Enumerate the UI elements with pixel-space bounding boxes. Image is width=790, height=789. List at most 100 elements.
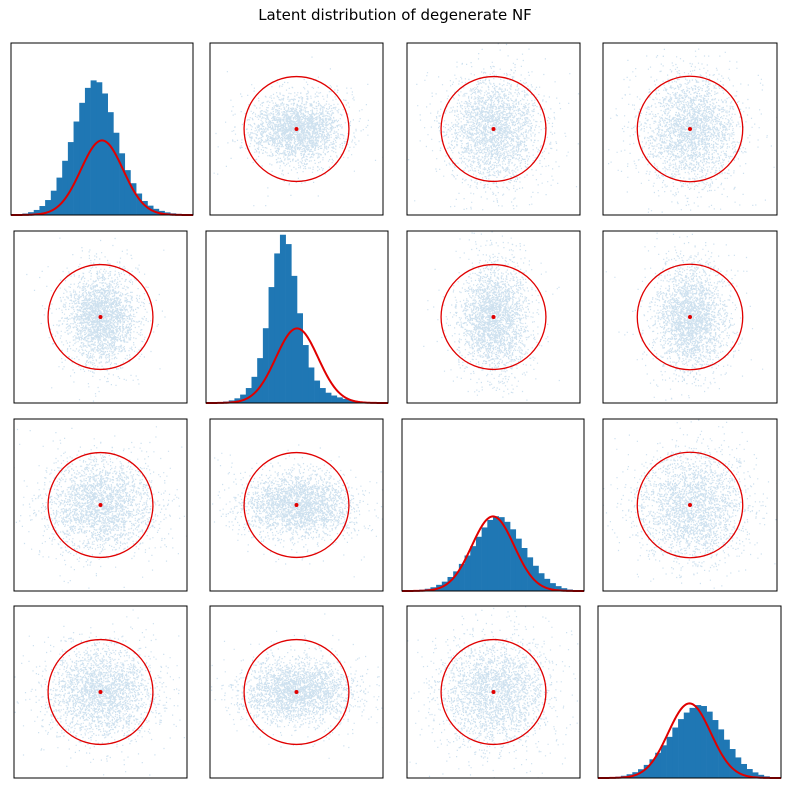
reference-pdf-line: [206, 327, 388, 404]
scatter-sample-points: [26, 237, 166, 403]
reference-circle: [243, 451, 350, 559]
hist-bar: [735, 757, 742, 778]
hist-bar: [655, 752, 662, 778]
axes-frame: [209, 418, 384, 592]
hist-bar: [746, 769, 753, 778]
reference-mean-point: [98, 315, 103, 319]
scatter-panel-3-2: [209, 418, 384, 592]
axes-frame: [406, 605, 581, 779]
axes-frame: [13, 605, 188, 779]
reference-circle: [636, 75, 744, 183]
reference-pdf-line: [402, 515, 584, 592]
hist-bar: [342, 398, 349, 403]
hist-bar: [107, 112, 114, 215]
reference-mean-point: [491, 315, 496, 319]
hist-bar: [28, 212, 35, 215]
reference-mean-point: [98, 690, 103, 694]
hist-bar: [740, 763, 747, 778]
hist-bar: [723, 739, 730, 778]
hist-bar: [752, 772, 759, 778]
reference-mean-point: [688, 127, 692, 131]
hist-bar: [257, 358, 264, 403]
reference-mean-point: [688, 315, 692, 319]
scatter-points: [26, 237, 166, 403]
scatter-points: [608, 43, 777, 215]
hist-bar: [638, 769, 645, 778]
hist-bar: [279, 234, 286, 403]
scatter-points: [210, 56, 383, 207]
scatter-panel-2-3: [406, 230, 581, 404]
hist-bar: [245, 388, 252, 403]
diag-hist-2: [205, 230, 389, 404]
axes-frame: [13, 230, 188, 404]
hist-bar: [487, 519, 494, 591]
hist-bar: [331, 395, 338, 403]
reference-pdf-line: [11, 139, 193, 216]
hist-bar: [319, 388, 326, 403]
hist-bar: [464, 555, 471, 591]
diag-hist-4: [597, 605, 782, 779]
scatter-points: [210, 613, 383, 759]
axes-frame: [10, 42, 194, 216]
scatter-sample-points: [212, 444, 383, 578]
scatter-panel-3-4: [602, 418, 778, 592]
reference-circle: [47, 263, 154, 371]
axes-frame: [406, 42, 581, 216]
hist-bar: [510, 529, 517, 591]
hist-bar: [268, 287, 275, 403]
axes-frame: [597, 605, 782, 779]
scatter-panel-1-3: [406, 42, 581, 216]
hist-bar: [561, 588, 568, 591]
hist-bar: [700, 706, 707, 778]
hist-bar: [758, 774, 765, 778]
chart-title: Latent distribution of degenerate NF: [258, 6, 532, 24]
hist-bar: [141, 200, 148, 215]
axes-frame: [205, 230, 389, 404]
reference-mean-point: [98, 503, 103, 507]
scatter-sample-points: [603, 419, 777, 589]
hist-bar: [532, 565, 539, 591]
diag-hist-3: [401, 418, 585, 592]
scatter-points: [14, 609, 185, 776]
scatter-points: [212, 444, 383, 578]
scatter-panel-2-1: [13, 230, 188, 404]
scatter-panel-1-4: [602, 42, 778, 216]
scatter-points: [605, 232, 764, 401]
hist-bar: [458, 563, 465, 591]
hist-bar: [45, 200, 52, 215]
scatter-sample-points: [210, 56, 383, 207]
hist-bar: [643, 764, 650, 778]
reference-mean-point: [294, 127, 299, 131]
scatter-points: [408, 43, 580, 211]
hist-bar: [683, 712, 690, 778]
hist-bar: [33, 209, 40, 215]
hist-bar: [291, 275, 298, 403]
hist-bar: [67, 142, 74, 215]
hist-bar: [50, 190, 57, 215]
hist-bar: [475, 536, 482, 591]
hist-bar: [453, 571, 460, 591]
hist-bar: [56, 177, 63, 215]
scatter-sample-points: [608, 43, 777, 215]
scatter-sample-points: [14, 426, 187, 589]
hist-bar: [695, 705, 702, 778]
axes-frame: [13, 418, 188, 592]
hist-bar: [447, 576, 454, 591]
hist-bar: [251, 376, 258, 403]
axes-frame: [602, 230, 778, 404]
reference-mean-point: [294, 503, 299, 507]
scatter-panel-3-1: [13, 418, 188, 592]
hist-bar: [62, 160, 69, 215]
hist-bar: [84, 87, 91, 215]
hist-bar: [79, 102, 86, 215]
axes-frame: [401, 418, 585, 592]
hist-bar: [274, 253, 281, 403]
hist-bar: [498, 517, 505, 591]
scatter-sample-points: [14, 609, 185, 776]
hist-bar: [538, 573, 545, 591]
hist-bar: [325, 392, 332, 403]
hist-bar: [130, 183, 137, 215]
reference-circle: [440, 263, 547, 371]
axes-frame: [406, 230, 581, 404]
